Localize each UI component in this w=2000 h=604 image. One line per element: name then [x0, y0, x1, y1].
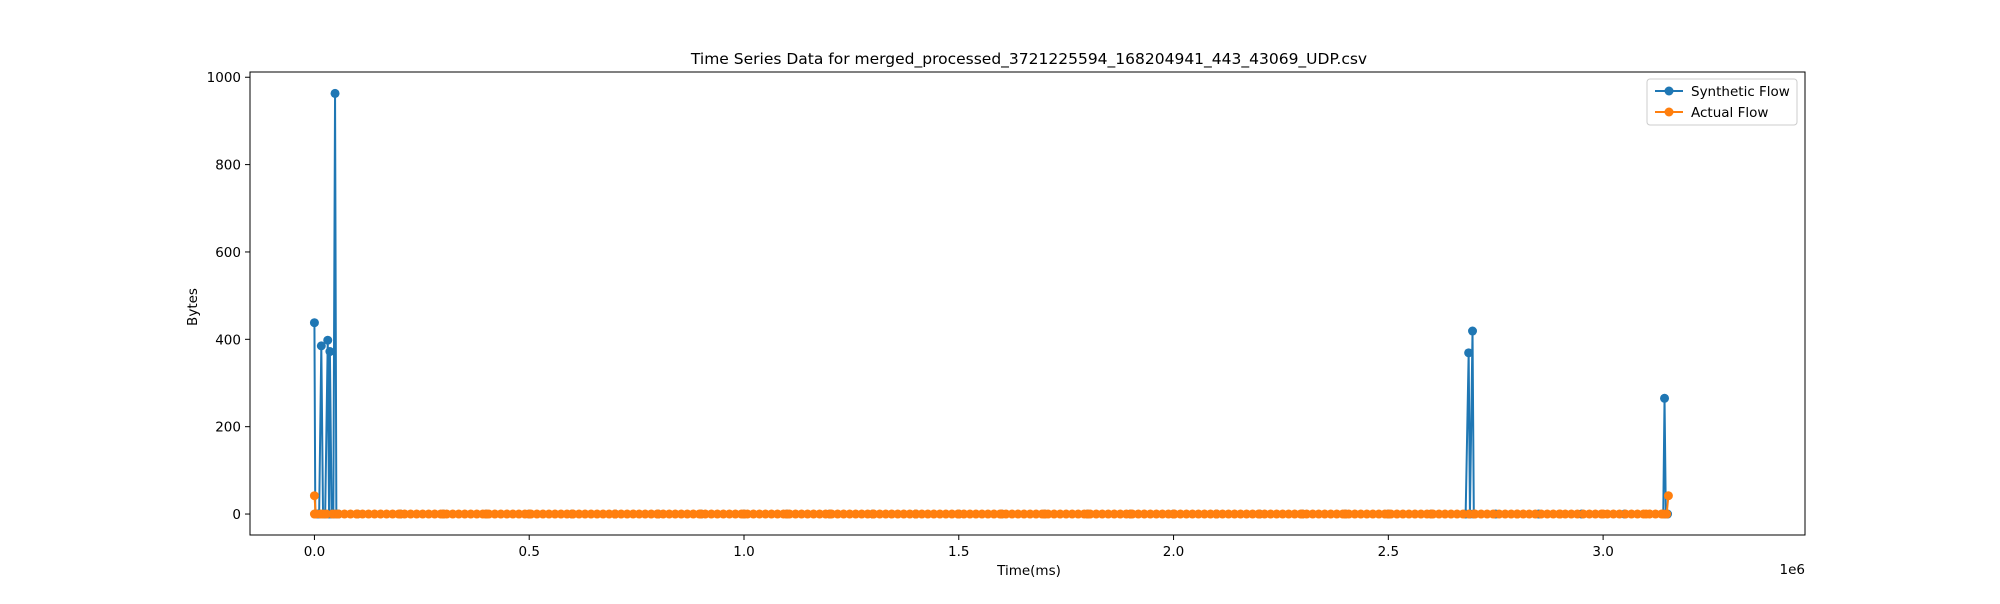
series-2-zero-marker	[1657, 509, 1667, 519]
series-1-point-52	[1660, 393, 1670, 403]
x-tick-label: 3.0	[1592, 544, 1613, 560]
x-tick-label: 2.0	[1163, 544, 1184, 560]
series-2-point-1	[309, 491, 319, 501]
legend-label: Actual Flow	[1691, 105, 1768, 121]
axes: 0.0 0.5 1.0 1.5 2.0 2.5 3.0 0 200 400 600 800 1000	[207, 70, 1806, 560]
legend-swatch-marker	[1664, 107, 1674, 117]
x-tick-label: 2.5	[1378, 544, 1399, 560]
series-1-line	[313, 92, 1668, 516]
x-tick-label: 1.5	[948, 544, 969, 560]
series-1-point-1	[309, 318, 319, 328]
legend-label: Synthetic Flow	[1691, 84, 1790, 100]
plot-inner	[309, 88, 1673, 519]
series-1-point-43	[1464, 348, 1474, 358]
series-1-point-45	[1468, 326, 1478, 336]
series-1-point-10	[325, 347, 335, 357]
y-axis-label: Bytes	[185, 288, 201, 326]
legend-swatch-marker	[1664, 86, 1674, 96]
plot-area	[309, 88, 1673, 519]
chart-title: Time Series Data for merged_processed_37…	[690, 50, 1367, 69]
series-2-zero-markers	[309, 509, 1667, 519]
legend-box	[1646, 78, 1798, 126]
y-tick-label: 200	[215, 420, 241, 436]
x-tick-label: 0.0	[304, 544, 325, 560]
y-tick-label: 400	[215, 332, 241, 348]
x-axis-offset-label: 1e6	[1780, 562, 1805, 578]
series-1-point-13	[330, 88, 340, 98]
y-tick-label: 600	[215, 245, 241, 261]
x-tick-label: 0.5	[518, 544, 539, 560]
series-1-point-5	[316, 341, 326, 351]
y-tick-label: 0	[232, 507, 241, 523]
y-tick-label: 1000	[207, 70, 241, 86]
x-tick-label: 1.0	[733, 544, 754, 560]
y-tick-label: 800	[215, 158, 241, 174]
legend: Synthetic Flow Actual Flow	[1646, 78, 1798, 126]
series-1-point-8	[323, 335, 333, 345]
series-1	[309, 88, 1673, 519]
plot-frame	[249, 71, 1806, 536]
series-2-point-38	[1663, 491, 1673, 501]
x-axis-label: Time(ms)	[996, 563, 1061, 579]
